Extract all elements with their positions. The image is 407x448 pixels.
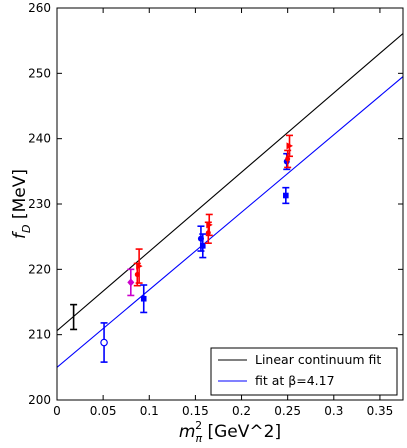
plot-marks — [57, 33, 403, 368]
data-point-9 — [205, 213, 213, 237]
data-point-7 — [199, 233, 207, 259]
data-point-1 — [100, 322, 108, 363]
point-marker — [199, 243, 206, 249]
axis-ticks: 0 0.05 0.1 0.15 0.2 0.25 0.3 0.35 200 210 220 230 24… — [28, 1, 403, 418]
point-marker — [127, 278, 135, 287]
legend-box — [210, 347, 398, 396]
point-marker — [140, 295, 147, 302]
point-marker — [205, 230, 211, 236]
x-tick-label: 0.25 — [274, 404, 301, 418]
legend: Linear continuum fit fit at β=4.17 — [210, 347, 398, 396]
y-tick-label: 260 — [28, 1, 51, 15]
y-tick-label: 210 — [28, 328, 51, 342]
y-axis-title: fD [MeV] — [10, 169, 33, 239]
legend-label-beta: fit at β=4.17 — [255, 373, 335, 388]
y-tick-label: 220 — [28, 262, 51, 276]
point-marker — [283, 192, 289, 199]
point-marker — [285, 156, 291, 162]
data-point-13 — [286, 134, 294, 158]
data-point-4 — [135, 248, 143, 284]
y-tick-label: 200 — [28, 393, 51, 407]
x-tick-label: 0 — [53, 404, 61, 418]
legend-label-continuum: Linear continuum fit — [255, 352, 381, 367]
y-tick-label: 250 — [28, 66, 51, 80]
y-tick-label: 240 — [28, 132, 51, 146]
x-tick-label: 0.3 — [324, 404, 343, 418]
x-tick-label: 0.35 — [367, 404, 394, 418]
x-tick-label: 0.15 — [182, 404, 209, 418]
x-tick-label: 0.2 — [232, 404, 251, 418]
x-axis-title: mπ2 [GeV^2] — [179, 419, 281, 445]
x-tick-label: 0.05 — [90, 404, 117, 418]
data-point-10 — [282, 186, 290, 205]
fit-line-1 — [57, 76, 403, 368]
point-marker — [206, 221, 213, 229]
y-tick-label: 230 — [28, 197, 51, 211]
data-point-2 — [127, 268, 135, 297]
point-marker — [100, 338, 108, 347]
data-point-0 — [70, 303, 78, 331]
fit-line-0 — [57, 33, 403, 332]
data-point-5 — [140, 284, 148, 314]
plot-frame — [56, 7, 404, 401]
x-tick-label: 0.1 — [140, 404, 159, 418]
point-marker — [136, 262, 143, 270]
point-marker — [286, 142, 294, 150]
